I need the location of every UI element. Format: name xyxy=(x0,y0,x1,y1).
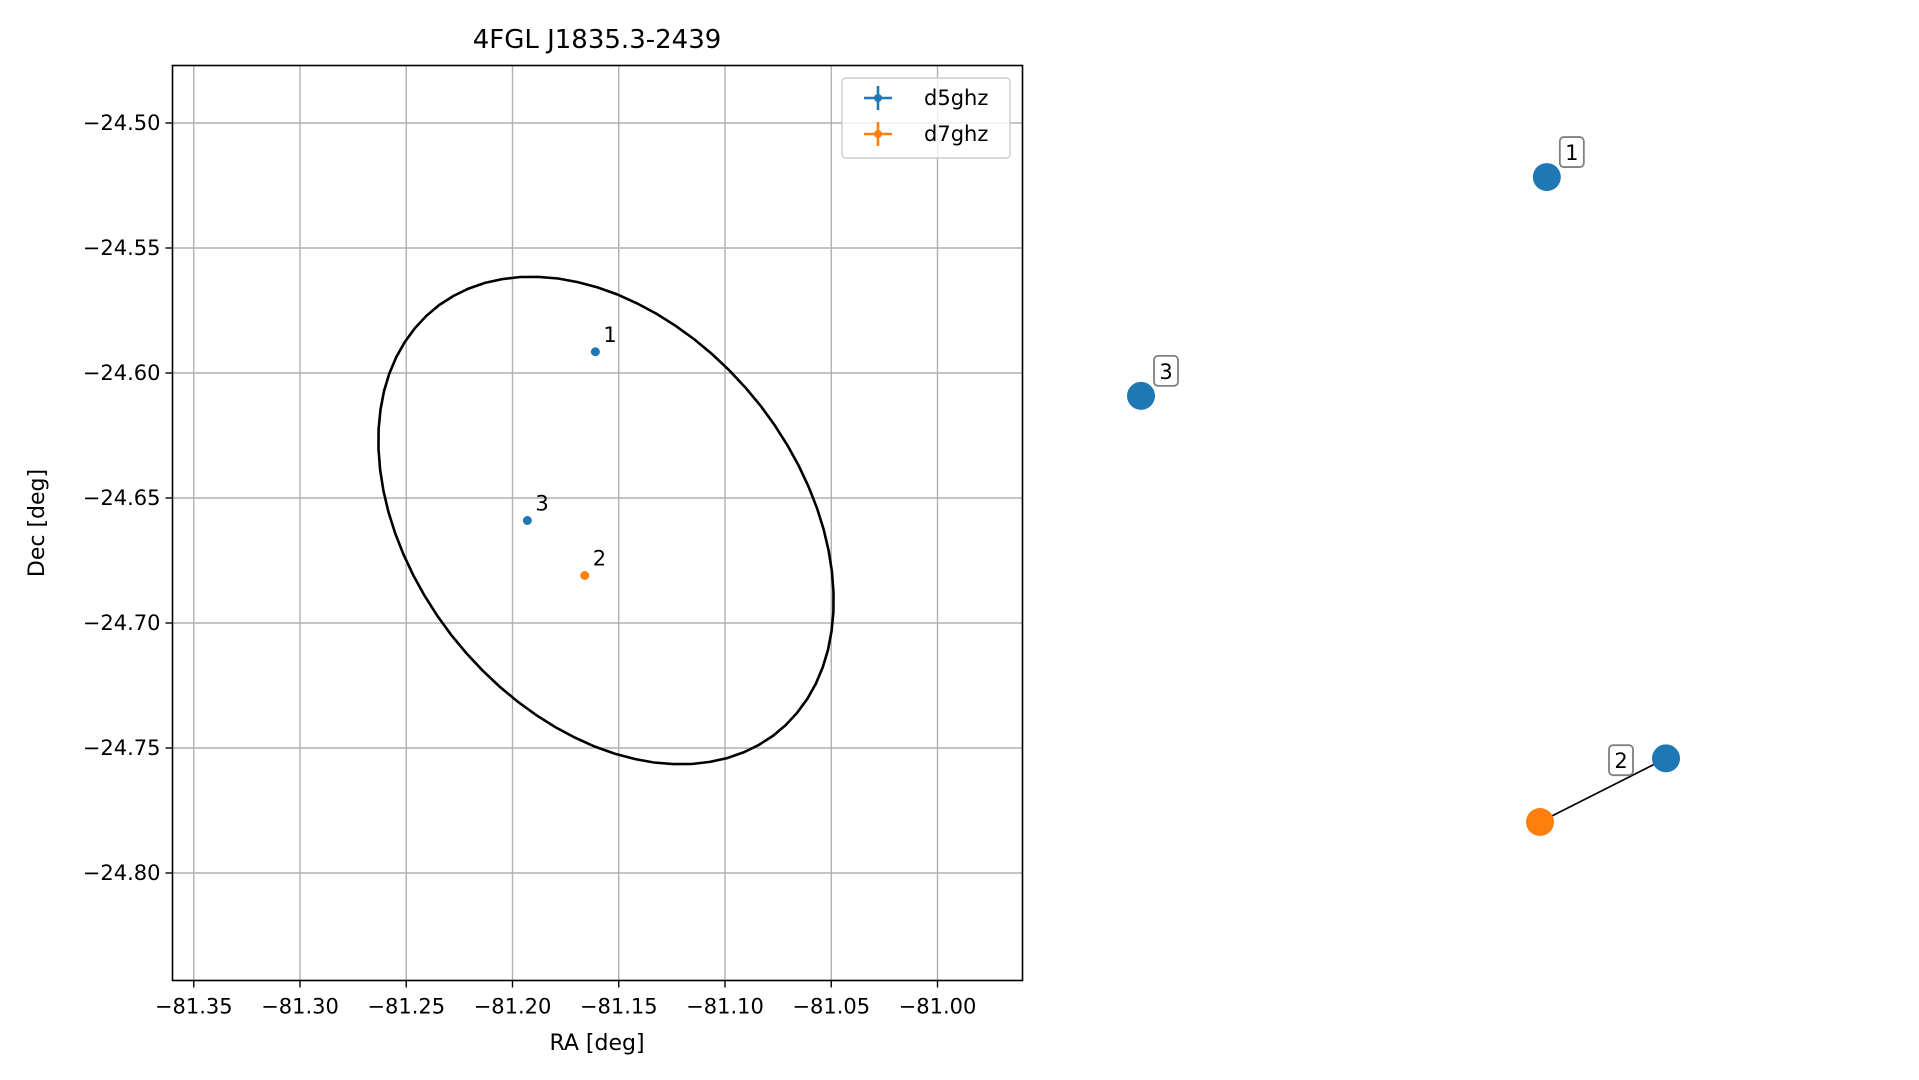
y-tick-label: −24.75 xyxy=(83,736,161,760)
d5ghz-point xyxy=(522,516,532,525)
plot-frame xyxy=(171,64,1024,982)
x-tick-label: −81.10 xyxy=(686,995,764,1019)
localization-ellipse xyxy=(377,275,835,766)
point-label: 3 xyxy=(535,492,548,516)
ellipse-outline xyxy=(377,275,835,766)
graph-nodes: 13 xyxy=(1127,136,1680,836)
node-label: 1 xyxy=(1565,141,1578,165)
y-tick-label: −24.55 xyxy=(83,236,161,260)
data-points: 1 3 2 xyxy=(522,323,617,580)
d5ghz-point xyxy=(590,347,600,357)
graph-node xyxy=(1127,381,1155,410)
edge-label-box xyxy=(1608,744,1634,777)
node-label-box xyxy=(1558,136,1585,168)
x-axis-ticks: −81.35 −81.30 −81.25 −81.20 −81.15 −81.10 −81.… xyxy=(155,980,977,1019)
y-tick-label: −24.65 xyxy=(83,486,161,510)
x-tick-label: −81.15 xyxy=(580,995,658,1019)
chart-title: 4FGL J1835.3-2439 xyxy=(473,25,722,55)
edge-label: 2 xyxy=(1614,749,1627,773)
x-axis-label: RA [deg] xyxy=(549,1031,644,1056)
x-tick-label: −81.35 xyxy=(155,995,233,1019)
network-graph: 2 13 xyxy=(1127,136,1680,836)
x-tick-label: −81.20 xyxy=(474,995,552,1019)
legend-marker xyxy=(874,94,882,102)
sky-map-chart: 4FGL J1835.3-2439 1 3 2 −81.35 −81.30 −81.25… xyxy=(25,25,1024,1056)
legend-marker xyxy=(874,130,882,138)
point-label: 1 xyxy=(603,323,616,347)
legend-label: d7ghz xyxy=(924,122,988,146)
y-tick-label: −24.80 xyxy=(83,861,161,885)
x-tick-label: −81.05 xyxy=(792,995,870,1019)
graph-edge xyxy=(1539,757,1667,823)
y-tick-label: −24.70 xyxy=(83,611,161,635)
graph-node xyxy=(1652,744,1680,773)
x-tick-label: −81.25 xyxy=(367,995,445,1019)
x-tick-label: −81.00 xyxy=(899,995,977,1019)
legend: d5ghz d7ghz xyxy=(841,77,1011,159)
node-label-box xyxy=(1153,354,1179,387)
graph-node xyxy=(1526,808,1554,836)
node-label: 3 xyxy=(1159,360,1172,384)
y-axis-ticks: −24.50 −24.55 −24.60 −24.65 −24.70 −24.75 −24.… xyxy=(83,111,173,885)
graph-node xyxy=(1532,163,1561,192)
d7ghz-point xyxy=(580,571,590,580)
graph-edges: 2 xyxy=(1539,744,1667,823)
legend-label: d5ghz xyxy=(924,86,988,110)
y-tick-label: −24.50 xyxy=(83,111,161,135)
x-tick-label: −81.30 xyxy=(261,995,339,1019)
point-label: 2 xyxy=(593,547,606,571)
y-tick-label: −24.60 xyxy=(83,361,161,385)
y-axis-label: Dec [deg] xyxy=(25,469,50,577)
